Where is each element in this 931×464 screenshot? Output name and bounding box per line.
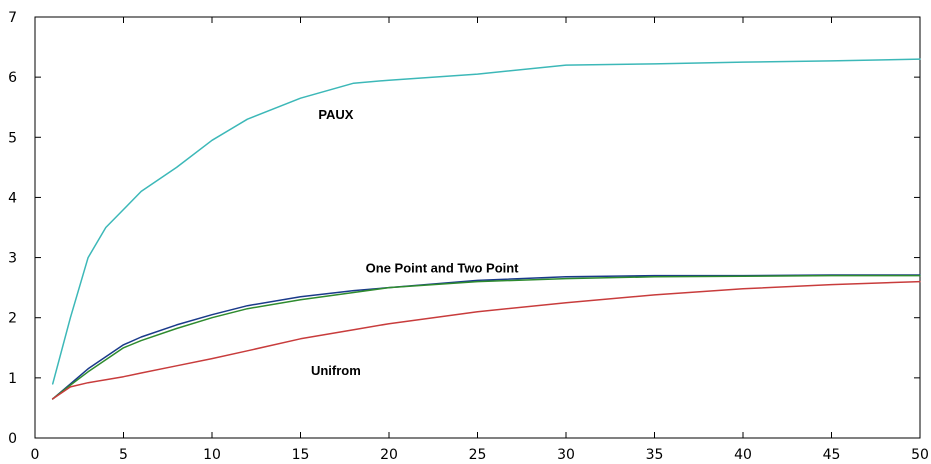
y-tick-label: 4 bbox=[8, 190, 17, 206]
x-tick-label: 5 bbox=[119, 447, 128, 463]
series-line-2 bbox=[51, 274, 921, 400]
y-tick-label: 0 bbox=[8, 431, 17, 447]
x-tick-label: 25 bbox=[469, 447, 487, 463]
annotation-label: One Point and Two Point bbox=[366, 261, 520, 276]
x-tick-label: 20 bbox=[380, 447, 398, 463]
x-tick-label: 50 bbox=[911, 447, 929, 463]
annotation-label: PAUX bbox=[318, 107, 353, 122]
chart-annotations: PAUX One Point and Two Point Unifrom bbox=[311, 107, 519, 378]
series-line-4 bbox=[51, 280, 921, 400]
x-tick-label: 30 bbox=[557, 447, 575, 463]
annotation-label: Unifrom bbox=[311, 363, 361, 378]
series-line-3 bbox=[51, 274, 921, 400]
x-tick-label: 35 bbox=[646, 447, 664, 463]
axis-ticks bbox=[34, 16, 921, 439]
plot-frame bbox=[34, 16, 921, 439]
y-tick-label: 7 bbox=[8, 10, 17, 26]
x-tick-label: 45 bbox=[823, 447, 841, 463]
y-tick-label: 2 bbox=[8, 311, 17, 327]
y-tick-label: 5 bbox=[8, 130, 17, 146]
y-tick-label: 3 bbox=[8, 251, 17, 267]
x-tick-label: 15 bbox=[292, 447, 310, 463]
x-tick-label: 0 bbox=[31, 447, 40, 463]
y-tick-label: 6 bbox=[8, 70, 17, 86]
series-line-1 bbox=[51, 58, 921, 385]
x-tick-label: 40 bbox=[734, 447, 752, 463]
x-tick-label: 10 bbox=[203, 447, 221, 463]
y-tick-label: 1 bbox=[8, 371, 17, 387]
series-lines bbox=[51, 58, 921, 400]
